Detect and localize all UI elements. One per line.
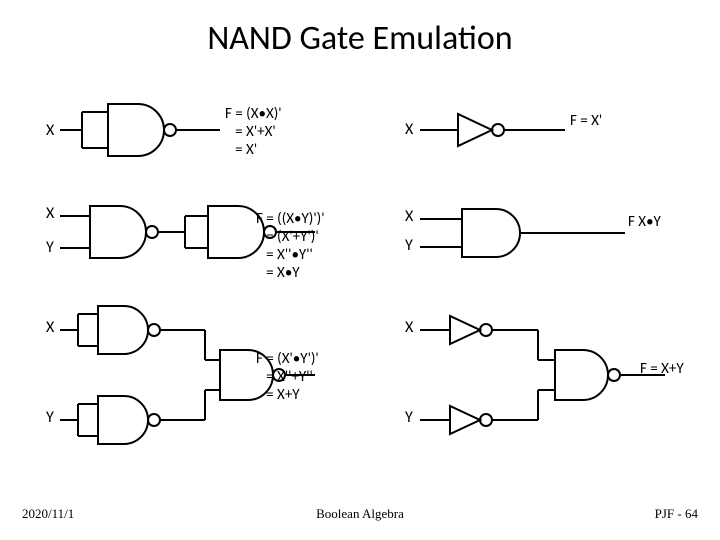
row2-right-inA: X	[405, 207, 413, 226]
row2-left-inA: X	[46, 204, 54, 223]
row2-right-eq: F X•Y	[628, 213, 661, 231]
row1-right-eq: F = X'	[570, 112, 602, 130]
row3-right-inB: Y	[405, 408, 413, 427]
row2-right-inB: Y	[405, 236, 413, 255]
row3-right-eq: F = X+Y	[640, 360, 684, 378]
footer-center: Boolean Algebra	[0, 506, 720, 522]
gate-and	[420, 205, 630, 261]
row1-left-in: X	[46, 121, 54, 140]
row3-left-inB: Y	[46, 408, 54, 427]
gate-or-equiv	[420, 300, 670, 450]
row3-right-inA: X	[405, 318, 413, 337]
gate-not	[420, 110, 570, 150]
row1-left-eq: F = (X•X)' = X'+X' = X'	[225, 105, 282, 159]
gate-nand-not	[60, 100, 225, 160]
row2-left-inB: Y	[46, 238, 54, 257]
row3-left-eq: F = (X'•Y')' = X''+Y'' = X+Y	[256, 350, 319, 404]
row1-right-in: X	[405, 120, 413, 139]
row2-left-eq: F = ((X•Y)')' = (X'+Y')' = X''•Y'' = X•Y	[256, 210, 325, 282]
page-title: NAND Gate Emulation	[0, 18, 720, 59]
footer-right: PJF - 64	[655, 506, 698, 522]
row3-left-inA: X	[46, 318, 54, 337]
